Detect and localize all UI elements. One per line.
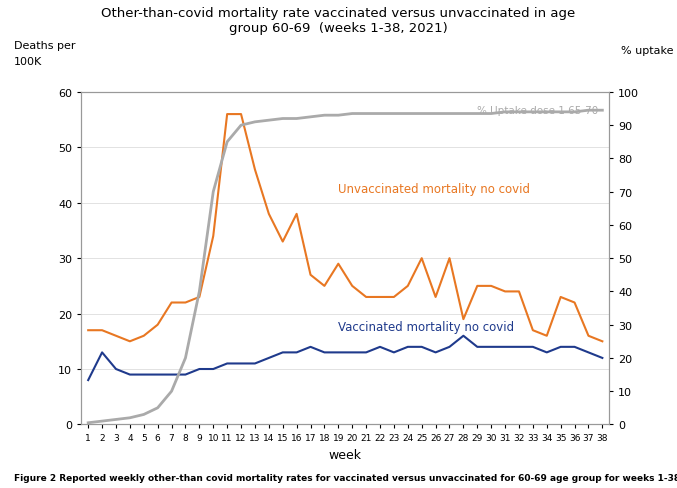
Text: Figure 2 Reported weekly other-than covid mortality rates for vaccinated versus : Figure 2 Reported weekly other-than covi… (14, 473, 677, 482)
Text: % Uptake dose 1 65-70: % Uptake dose 1 65-70 (477, 106, 598, 116)
Text: Vaccinated mortality no covid: Vaccinated mortality no covid (338, 321, 515, 333)
Text: Deaths per: Deaths per (14, 41, 75, 51)
Text: Other-than-covid mortality rate vaccinated versus unvaccinated in age: Other-than-covid mortality rate vaccinat… (102, 7, 575, 20)
Text: group 60-69  (weeks 1-38, 2021): group 60-69 (weeks 1-38, 2021) (229, 22, 448, 35)
Text: % uptake: % uptake (621, 46, 674, 56)
X-axis label: week: week (329, 448, 362, 461)
Text: 100K: 100K (14, 57, 42, 67)
Text: Unvaccinated mortality no covid: Unvaccinated mortality no covid (338, 183, 530, 195)
